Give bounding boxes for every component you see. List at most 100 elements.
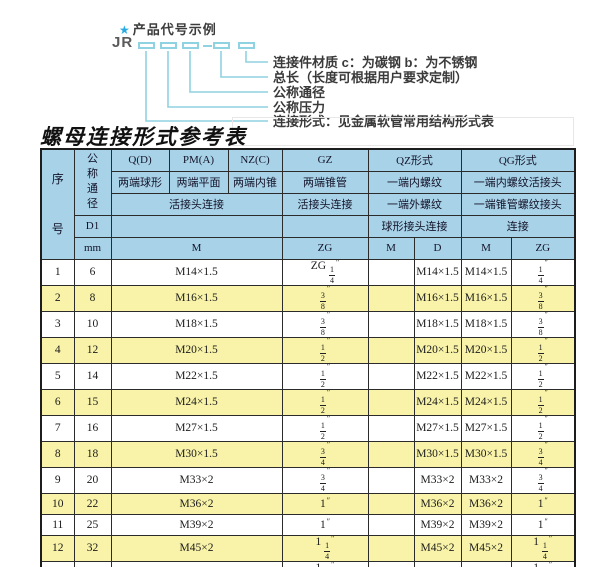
code-box-1 [138, 42, 155, 49]
header-qg-line3: 连接 [460, 214, 576, 238]
header-qg-code: QG形式 [460, 148, 576, 172]
cell-qz-d: M22×1.5 [413, 362, 462, 390]
header-row-units: mm M ZG M D M ZG [41, 236, 576, 260]
cell-serial: 12 [40, 534, 75, 562]
cell-qg-m: M22×1.5 [460, 362, 512, 390]
header-serial: 序号 [40, 148, 75, 260]
cell-qz-m [367, 513, 415, 536]
header-mm: mm [73, 236, 112, 260]
cell-qz-d: M24×1.5 [413, 388, 462, 416]
cell-qg-zg: 3 4 ″ [510, 466, 576, 494]
cell-qz-m [367, 492, 415, 515]
header-empty-qpmnz [110, 214, 283, 238]
callout-total-length: 总长（长度可根据用户要求定制） [273, 70, 469, 85]
cell-m-thread: M27×1.5 [110, 414, 283, 442]
cell-qz-d: M36×2 [413, 492, 462, 515]
cell-dn-mm: 40 [73, 560, 112, 567]
header-qg-line1: 一端内螺纹活接头 [460, 170, 576, 194]
cell-serial: 9 [40, 466, 75, 494]
cell-serial: 4 [40, 336, 75, 364]
header-pm-code: PM(A) [168, 148, 229, 172]
header-nominal-diameter: 公称通径 [73, 148, 112, 216]
cell-gz: 3 8 ″ [281, 310, 369, 338]
header-qz-unit1: M [367, 236, 415, 260]
cell-dn-mm: 12 [73, 336, 112, 364]
cell-qz-m [367, 560, 415, 567]
cell-qg-zg: 1 2 ″ [510, 388, 576, 416]
header-row-codes: 序号 公称通径 Q(D) PM(A) NZ(C) GZ QZ形式 QG形式 [40, 148, 576, 260]
header-qz-line2: 一端外螺纹 [367, 192, 462, 216]
cell-qz-d: M16×1.5 [413, 284, 462, 312]
cell-serial: 1 [40, 258, 75, 286]
table-row: 2 8 M16×1.5 3 8 ″ M16×1.5 M16×1.5 3 8 ″ [40, 284, 576, 312]
cell-qz-m [367, 310, 415, 338]
cell-gz: ZG 1 4 ″ [281, 258, 369, 286]
header-nz-ends: 两端内锥 [227, 170, 283, 194]
cell-qz-m [367, 284, 415, 312]
cell-qz-d: M52×2 [413, 560, 462, 567]
cell-qg-m: M27×1.5 [460, 414, 512, 442]
cell-gz: 1 12″ [281, 560, 369, 567]
cell-qz-d: M39×2 [413, 513, 462, 536]
cell-qg-zg: 1 2 ″ [510, 362, 576, 390]
cell-gz: 1 2 ″ [281, 336, 369, 364]
header-m-unit: M [110, 236, 283, 260]
code-box-4 [213, 42, 230, 49]
diagram-heading-text: 产品代号示例 [132, 22, 217, 37]
cell-qz-m [367, 466, 415, 494]
code-box-3 [182, 42, 199, 49]
cell-serial: 2 [40, 284, 75, 312]
cell-qg-zg: 3 4 ″ [510, 440, 576, 468]
cell-serial: 13 [40, 560, 75, 567]
header-gz-ends: 两端锥管 [281, 170, 369, 194]
table-row: 3 10 M18×1.5 3 8 ″ M18×1.5 M18×1.5 3 8 ″ [40, 310, 576, 338]
header-q-ends: 两端球形 [110, 170, 170, 194]
cell-serial: 3 [40, 310, 75, 338]
cell-qg-m: M52×2 [460, 560, 512, 567]
table-row: 9 20 M33×2 3 4 ″ M33×2 M33×2 3 4 ″ [40, 466, 576, 494]
cell-qg-zg: 3 8 ″ [510, 310, 576, 338]
cell-gz: 1 2 ″ [281, 388, 369, 416]
header-qz-code: QZ形式 [367, 148, 462, 172]
cell-qz-d: M27×1.5 [413, 414, 462, 442]
header-qg-line2: 一端锥管螺纹接头 [460, 192, 576, 216]
callout-nominal-diameter: 公称通径 [273, 85, 326, 100]
header-gz-code: GZ [281, 148, 369, 172]
cell-qg-zg: 1 2 ″ [510, 414, 576, 442]
cell-serial: 10 [40, 492, 75, 515]
code-box-2 [160, 42, 177, 49]
star-icon: ★ [119, 23, 131, 37]
table-row: 1340M52×21 12″M52×2M52×21 12″ [40, 560, 576, 567]
header-qz-line1: 一端内螺纹 [367, 170, 462, 194]
header-empty-gz [281, 214, 369, 238]
cell-serial: 5 [40, 362, 75, 390]
cell-qg-m: M30×1.5 [460, 440, 512, 468]
cell-qg-zg: 1 1 4 ″ [510, 534, 576, 562]
cell-qz-m [367, 414, 415, 442]
cell-qz-d: M30×1.5 [413, 440, 462, 468]
cell-m-thread: M24×1.5 [110, 388, 283, 416]
header-pm-ends: 两端平面 [168, 170, 229, 194]
cell-qz-m [367, 258, 415, 286]
cell-serial: 11 [40, 513, 75, 536]
header-nz-code: NZ(C) [227, 148, 283, 172]
table-row: 4 12 M20×1.5 1 2 ″ M20×1.5 M20×1.5 1 2 ″ [40, 336, 576, 364]
header-row-d1: D1 球形接头连接 连接 [41, 214, 576, 238]
header-q-code: Q(D) [110, 148, 170, 172]
header-row-connection: 活接头连接 活接头连接 一端外螺纹 一端锥管螺纹接头 [41, 192, 576, 216]
code-prefix: JR [112, 34, 134, 51]
table-row: 1 6 M14×1.5 ZG 1 4 ″ M14×1.5 M14×1.5 1 4 ″ [40, 258, 576, 286]
header-qg-unit2: ZG [510, 236, 576, 260]
header-row-ends: 两端球形 两端平面 两端内锥 两端锥管 一端内螺纹 一端内螺纹活接头 [41, 170, 576, 194]
table-row: 10 22 M36×2 1″ M36×2 M36×2 1″ [40, 492, 576, 515]
cell-qz-d: M14×1.5 [413, 258, 462, 286]
cell-qg-m: M36×2 [460, 492, 512, 515]
cell-qg-m: M18×1.5 [460, 310, 512, 338]
cell-m-thread: M36×2 [110, 492, 283, 515]
header-d1: D1 [73, 214, 112, 238]
code-dash [203, 45, 212, 47]
cell-m-thread: M14×1.5 [110, 258, 283, 286]
connector-lines [145, 51, 268, 122]
cell-qz-d: M33×2 [413, 466, 462, 494]
